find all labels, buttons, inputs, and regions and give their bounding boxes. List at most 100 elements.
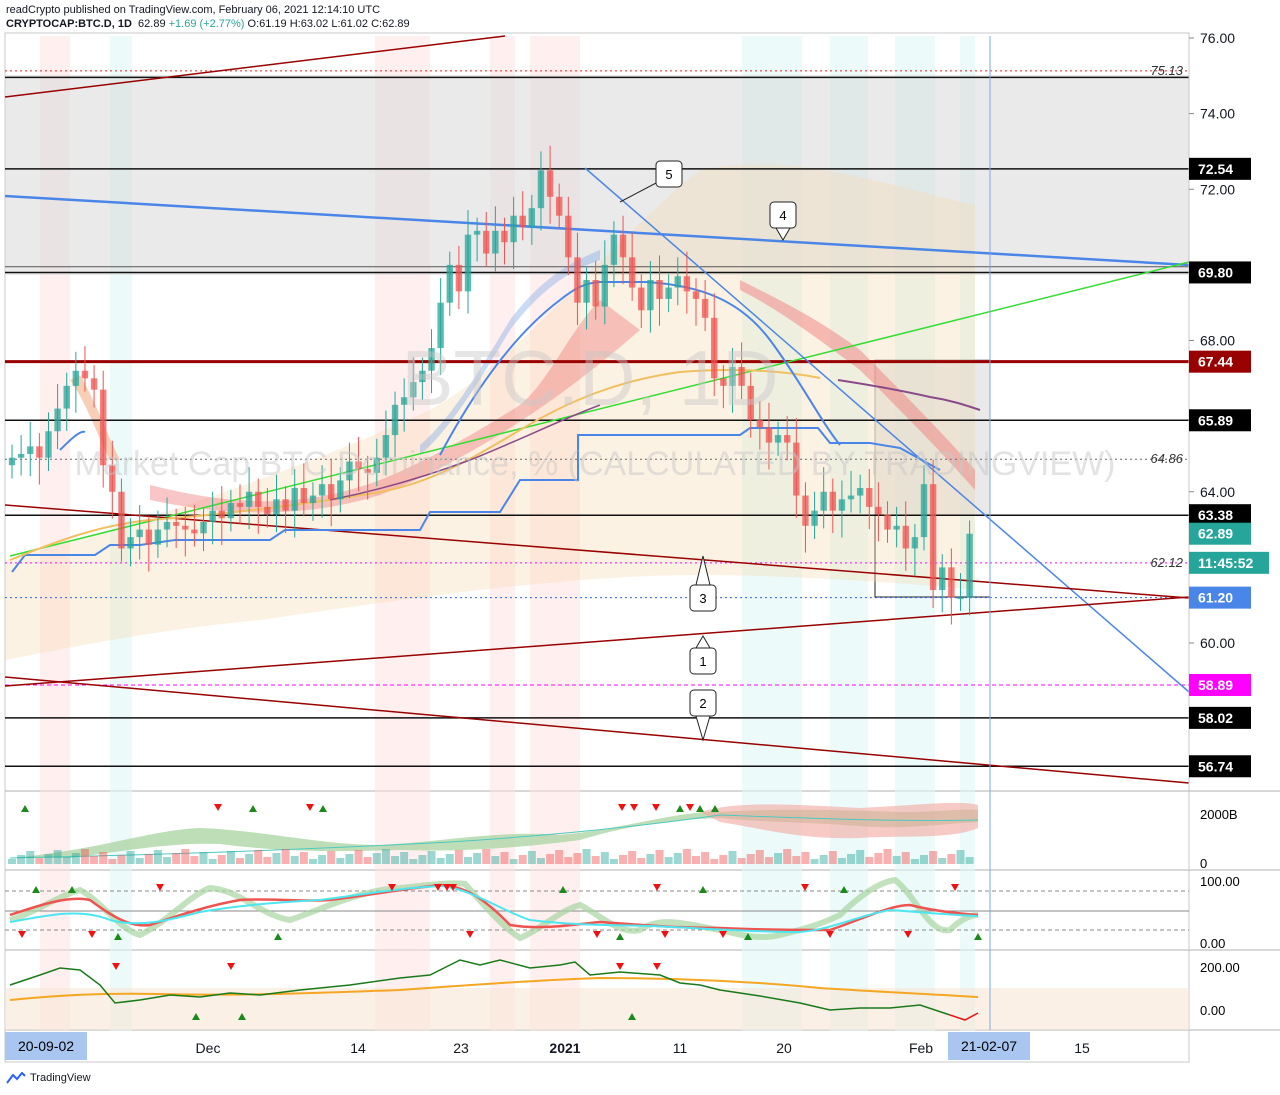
candle	[127, 518, 134, 567]
time-end-label: 21-02-07	[961, 1038, 1017, 1054]
wave-label-2: 2	[689, 689, 717, 742]
volume-bar	[482, 849, 491, 864]
price-tick-label: 74.00	[1200, 106, 1235, 122]
volume-bar	[172, 853, 181, 864]
volume-bar	[655, 850, 664, 864]
candlestick-series	[8, 145, 973, 625]
buy-signal-arrow	[711, 805, 719, 812]
volume-bar	[26, 851, 35, 864]
candle	[911, 523, 919, 576]
volume-bar	[774, 853, 783, 864]
price-tick-label: 72.00	[1200, 181, 1235, 197]
candle	[893, 506, 900, 548]
momentum-pane: 200.00 0.00	[5, 959, 1240, 1030]
volume-bar	[263, 857, 272, 864]
candle	[592, 261, 599, 320]
candle	[391, 391, 399, 458]
buy-signal-arrow	[744, 933, 752, 940]
price-label-text: 72.54	[1198, 161, 1233, 177]
candle	[400, 378, 408, 432]
tradingview-footer[interactable]: TradingView	[6, 1072, 91, 1084]
candle	[90, 365, 98, 408]
candle	[692, 278, 700, 326]
change-value: +1.69 (+2.77%)	[168, 18, 245, 30]
volume-bar	[509, 859, 518, 864]
volume-bar	[828, 851, 837, 864]
candle	[118, 478, 125, 562]
chart-header: readCrypto published on TradingView.com,…	[6, 3, 410, 31]
level-value-text: 75.13	[1150, 63, 1183, 78]
volume-bar	[719, 855, 728, 864]
time-axis[interactable]: 20-09-02 21-02-07 Dec 14 23 2021 11 20 Feb 15	[5, 1032, 1090, 1060]
candle	[410, 357, 417, 411]
volume-bar	[90, 856, 99, 864]
momentum-axis-bottom: 0.00	[1200, 1003, 1225, 1018]
volume-bar	[199, 852, 208, 864]
red-ribbon	[150, 300, 640, 513]
price-axis[interactable]: 76.00 74.00 72.00 68.00 64.00 60.00	[1188, 30, 1235, 1062]
red-ribbon-right	[740, 280, 975, 490]
volume-bar	[682, 849, 691, 864]
volume-bar	[728, 851, 737, 864]
candle	[556, 183, 563, 229]
buy-signal-arrow	[68, 886, 76, 893]
volume-bar	[427, 851, 436, 864]
sell-signal-arrow	[112, 963, 120, 970]
volume-bar	[637, 858, 646, 864]
ma-purple-right	[837, 379, 981, 411]
volume-green-band	[10, 809, 978, 858]
buy-signal-arrow	[676, 805, 684, 812]
price-label-badge	[1189, 551, 1269, 574]
sell-signal-arrow	[593, 931, 601, 938]
candle	[948, 548, 955, 625]
volume-bar	[892, 856, 901, 864]
sell-signal-arrow	[434, 884, 442, 891]
volume-bar	[208, 859, 217, 864]
buy-signal-arrow	[974, 933, 982, 940]
tradingview-brand: TradingView	[30, 1072, 91, 1084]
candle	[419, 357, 426, 400]
candle	[8, 444, 16, 479]
candle	[300, 463, 308, 517]
svg-text:1: 1	[699, 654, 706, 669]
volume-bar	[555, 850, 564, 864]
candle	[875, 482, 882, 542]
publish-info: readCrypto published on TradingView.com,…	[6, 4, 381, 16]
candle	[619, 215, 627, 285]
candle	[100, 370, 107, 488]
candle	[364, 455, 371, 500]
candle	[510, 196, 517, 270]
candle	[546, 145, 554, 224]
candle	[473, 217, 481, 262]
wave-label-3: 3	[689, 555, 717, 612]
candle	[957, 573, 964, 611]
volume-bar	[108, 859, 117, 864]
candle	[483, 211, 490, 267]
price-label-text: 61.20	[1198, 590, 1233, 606]
volume-bar	[126, 851, 135, 864]
blue-ribbon	[420, 250, 600, 455]
buy-signal-arrow	[21, 805, 29, 812]
sell-signal-arrow	[801, 884, 809, 891]
volume-bar	[8, 859, 16, 864]
volume-bars	[8, 849, 974, 864]
wave-label-5: 5	[619, 160, 683, 203]
buy-signal-arrow	[628, 1013, 636, 1020]
time-start-badge	[5, 1032, 87, 1060]
volume-bar	[527, 851, 536, 864]
low-value: L:61.02	[331, 18, 369, 30]
volume-bar	[600, 852, 609, 864]
price-label-text: 56.74	[1198, 758, 1233, 774]
sell-signal-arrow	[443, 884, 451, 891]
volume-bar	[591, 856, 600, 864]
sell-signal-arrow	[826, 931, 834, 938]
level-texts: 75.13 64.86 62.12	[1150, 63, 1183, 570]
candle	[638, 274, 645, 329]
price-label-text: 67.44	[1198, 354, 1233, 370]
candle	[902, 501, 909, 571]
sell-signal-arrow	[719, 931, 727, 938]
price-label-badge	[1189, 706, 1251, 729]
volume-bar	[163, 857, 172, 864]
price-label-badge	[1189, 673, 1251, 696]
